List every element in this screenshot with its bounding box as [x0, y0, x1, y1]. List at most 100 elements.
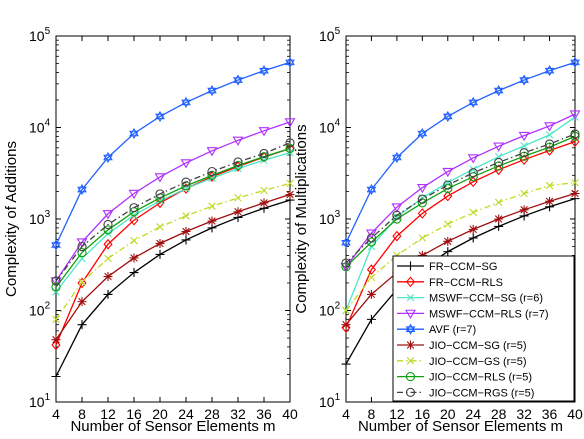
series-line	[345, 198, 576, 365]
legend-label: MSWF−CCM−RLS (r=7)	[429, 308, 549, 320]
data-point	[341, 320, 351, 330]
series-line	[55, 152, 291, 293]
data-point	[468, 168, 478, 178]
series-line	[55, 147, 291, 288]
data-point	[234, 194, 242, 202]
data-point	[285, 138, 295, 148]
x-tick-label: 28	[491, 406, 507, 422]
data-point	[545, 196, 555, 206]
data-point	[392, 230, 402, 242]
data-point	[544, 65, 555, 77]
series-5	[341, 56, 580, 249]
data-point	[51, 339, 61, 351]
data-point	[52, 288, 60, 296]
data-point	[520, 189, 528, 198]
data-point	[416, 183, 428, 194]
legend-marker	[406, 293, 415, 302]
data-point	[442, 167, 454, 178]
series-line	[55, 61, 291, 246]
series-line	[55, 147, 291, 346]
series-1	[51, 195, 295, 381]
x-tick-label: 4	[342, 406, 350, 422]
data-point	[259, 65, 269, 77]
data-point	[392, 210, 402, 220]
data-point	[258, 127, 270, 137]
legend-entry: FR−CCM−SG	[397, 261, 497, 273]
data-point	[469, 208, 477, 217]
series-line	[345, 133, 576, 264]
y-tick-base: 10	[319, 303, 335, 319]
data-point	[366, 289, 376, 299]
data-point	[50, 277, 62, 287]
data-point	[104, 254, 112, 263]
legend-label: MSWF−CCM−SG (r=6)	[429, 293, 543, 305]
data-point	[285, 143, 295, 154]
series-9	[51, 138, 295, 286]
data-point	[468, 233, 478, 243]
y-tick-label: 105	[29, 26, 51, 44]
x-axis-label: Number of Sensor Elements m	[70, 418, 275, 435]
data-point	[51, 282, 61, 292]
data-point	[494, 198, 503, 207]
data-point	[443, 190, 453, 202]
data-point	[233, 207, 243, 217]
x-tick-label: 32	[230, 406, 246, 422]
data-point	[260, 186, 268, 195]
data-point	[571, 178, 579, 187]
data-point	[156, 223, 164, 231]
data-point	[129, 127, 139, 140]
y-tick-base: 10	[319, 28, 335, 44]
legend-marker	[405, 372, 416, 382]
data-point	[103, 219, 113, 230]
data-point	[519, 148, 529, 158]
data-point	[444, 220, 452, 228]
data-point	[494, 157, 504, 168]
data-point	[494, 214, 504, 224]
y-tick-base: 10	[319, 394, 335, 410]
series-5	[51, 56, 295, 251]
y-tick-base: 10	[29, 28, 45, 44]
data-point	[341, 359, 351, 369]
data-point	[520, 142, 528, 150]
y-tick-label: 103	[29, 209, 51, 227]
data-point	[77, 247, 87, 258]
data-point	[468, 172, 478, 182]
x-tick-label: 12	[100, 406, 116, 422]
data-point	[443, 183, 453, 194]
legend-entry: FR−CCM−RLS	[397, 276, 503, 289]
data-point	[155, 238, 165, 248]
series-line	[55, 199, 291, 377]
series-line	[345, 113, 576, 268]
data-point	[341, 237, 351, 249]
x-tick-label: 40	[282, 406, 298, 422]
data-point	[418, 234, 427, 242]
data-point	[366, 183, 377, 196]
series-9	[341, 129, 580, 268]
data-point	[207, 216, 217, 226]
data-point	[519, 205, 529, 215]
legend-entry: JIO−CCM−RGS (r=5)	[397, 387, 534, 399]
data-point	[181, 177, 191, 187]
x-tick-label: 16	[415, 406, 431, 422]
series-line	[55, 142, 291, 282]
data-point	[155, 249, 165, 259]
data-point	[208, 202, 216, 210]
legend-marker	[406, 261, 415, 271]
legend-marker	[406, 357, 415, 365]
data-point	[130, 236, 138, 245]
data-point	[259, 152, 269, 162]
data-point	[103, 238, 113, 250]
data-point	[467, 154, 479, 164]
data-point	[180, 159, 192, 169]
legend-label: JIO−CCM−GS (r=5)	[429, 356, 527, 368]
y-tick-exponent: 5	[45, 26, 51, 37]
data-point	[544, 122, 556, 132]
x-tick-label: 16	[126, 406, 142, 422]
data-point	[417, 194, 427, 204]
series-line	[345, 141, 576, 328]
legend: FR−CCM−SG FR−CCM−RLS MSWF−CCM−SG (r=6) MSWF…	[392, 255, 575, 402]
series-line	[345, 61, 576, 244]
legend-marker	[405, 276, 416, 288]
data-point	[365, 229, 377, 239]
